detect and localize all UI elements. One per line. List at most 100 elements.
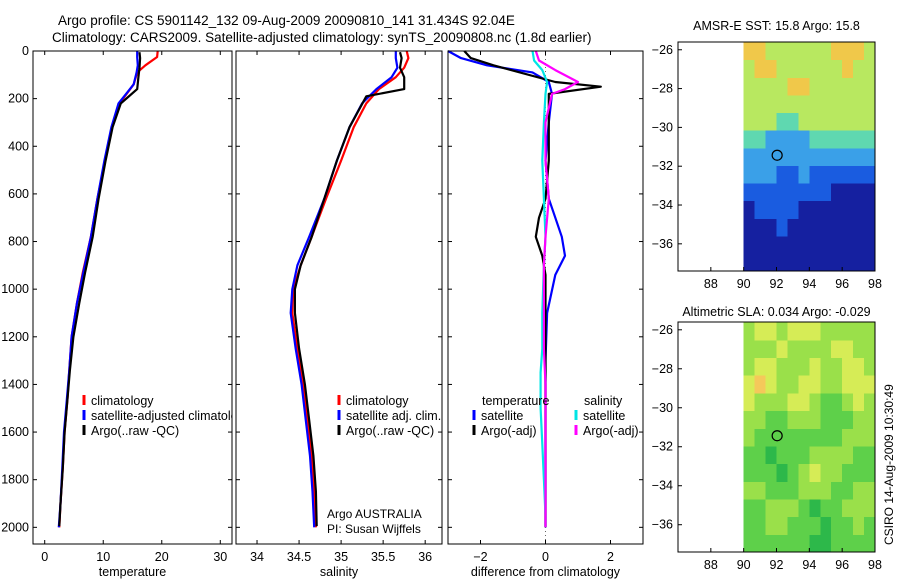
heatmap-cell [765, 516, 778, 535]
legend-label: satellite adj. clim. [346, 409, 441, 423]
heatmap-cell [842, 428, 854, 447]
heatmap-cell [765, 112, 778, 131]
heatmap-cell [820, 339, 832, 358]
side-timestamp-label: CSIRO 14-Aug-2009 10:30:49 [882, 384, 896, 545]
heatmap-cell [853, 357, 865, 376]
x-axis-label: salinity [320, 565, 359, 579]
heatmap-cell [754, 94, 767, 114]
heatmap-cell [809, 322, 821, 341]
heatmap-cell [765, 322, 778, 341]
heatmap-cell [754, 534, 767, 553]
heatmap-cell [809, 165, 821, 184]
map-x-tick-label: 94 [802, 277, 816, 291]
map-x-tick-label: 96 [835, 558, 849, 572]
heatmap-cell [754, 182, 767, 202]
heatmap-cell [787, 200, 799, 219]
heatmap-cell [820, 253, 832, 272]
heatmap-cell [864, 375, 876, 394]
heatmap-cell [776, 130, 789, 149]
heatmap-cell [809, 59, 821, 78]
heatmap-cell [864, 392, 876, 412]
heatmap-cell [831, 200, 843, 219]
heatmap-cell [831, 428, 843, 447]
plot-frame [32, 50, 233, 545]
heatmap-cell [798, 200, 810, 219]
heatmap-cell [765, 200, 778, 219]
x-tick-label: 20 [155, 550, 169, 564]
heatmap-cell [776, 42, 789, 61]
heatmap-cell [776, 94, 789, 114]
heatmap-cell [853, 375, 865, 394]
heatmap-cell [743, 130, 756, 149]
heatmap-cell [754, 516, 767, 535]
heatmap-cell [831, 516, 843, 535]
map-x-tick-label: 88 [704, 558, 718, 572]
heatmap-cell [743, 182, 756, 202]
heatmap-cell [787, 59, 799, 78]
heatmap-cell [853, 463, 865, 482]
heatmap-cell [842, 481, 854, 500]
heatmap-cell [743, 165, 756, 184]
heatmap-cell [754, 200, 767, 219]
heatmap-cell [820, 428, 832, 447]
heatmap-cell [842, 235, 854, 254]
heatmap-cell [831, 339, 843, 358]
heatmap-cell [765, 410, 778, 429]
heatmap-cell [842, 253, 854, 272]
heatmap-cell [820, 481, 832, 500]
heatmap-cell [798, 463, 810, 482]
heatmap-cell [798, 42, 810, 61]
heatmap-cell [765, 147, 778, 166]
legend-label: Argo(..raw -QC) [346, 424, 434, 438]
heatmap-cell [853, 392, 865, 412]
heatmap-cell [776, 182, 789, 202]
heatmap-cell [842, 112, 854, 131]
heatmap-cell [776, 322, 789, 341]
heatmap-cell [831, 42, 843, 61]
heatmap-cell [842, 534, 854, 553]
heatmap-cell [743, 516, 756, 535]
heatmap-cell [809, 498, 821, 518]
heatmap-cell [864, 182, 876, 202]
heatmap-cell [853, 42, 865, 61]
heatmap-cell [798, 339, 810, 358]
heatmap-cell [798, 112, 810, 131]
heatmap-cell [787, 218, 799, 237]
map-x-tick-label: 88 [704, 277, 718, 291]
heatmap-cell [864, 410, 876, 429]
heatmap-cell [765, 182, 778, 202]
x-axis-label: temperature [99, 565, 166, 579]
heatmap-cell [787, 410, 799, 429]
heatmap-cell [864, 94, 876, 114]
y-tick-label: 2000 [1, 520, 29, 534]
heatmap-cell [798, 410, 810, 429]
heatmap-cell [831, 77, 843, 96]
heatmap-cell [743, 59, 756, 78]
heatmap-cell [842, 200, 854, 219]
heatmap-cell [820, 94, 832, 114]
heatmap-cell [842, 516, 854, 535]
heatmap-cell [820, 322, 832, 341]
heatmap-cell [864, 357, 876, 376]
heatmap-cell [842, 218, 854, 237]
heatmap-cell [754, 410, 767, 429]
annotation-argo-australia: Argo AUSTRALIA [327, 507, 422, 521]
series-line-temperature-satellite [447, 50, 567, 528]
legend-group-title: salinity [584, 394, 623, 408]
heatmap-cell [754, 147, 767, 166]
map-x-tick-label: 98 [868, 277, 882, 291]
heatmap-cell [809, 130, 821, 149]
heatmap-cell [809, 94, 821, 114]
heatmap-cell [864, 147, 876, 166]
heatmap-cell [853, 253, 865, 272]
series-line-salinity-argo-adj [534, 50, 580, 528]
heatmap-cell [831, 410, 843, 429]
heatmap-cell [853, 77, 865, 96]
heatmap-cell [787, 112, 799, 131]
x-tick-label: 35 [334, 550, 348, 564]
series-line-argo-raw-qc [293, 51, 406, 527]
heatmap-cell [754, 77, 767, 96]
heatmap-cell [853, 147, 865, 166]
